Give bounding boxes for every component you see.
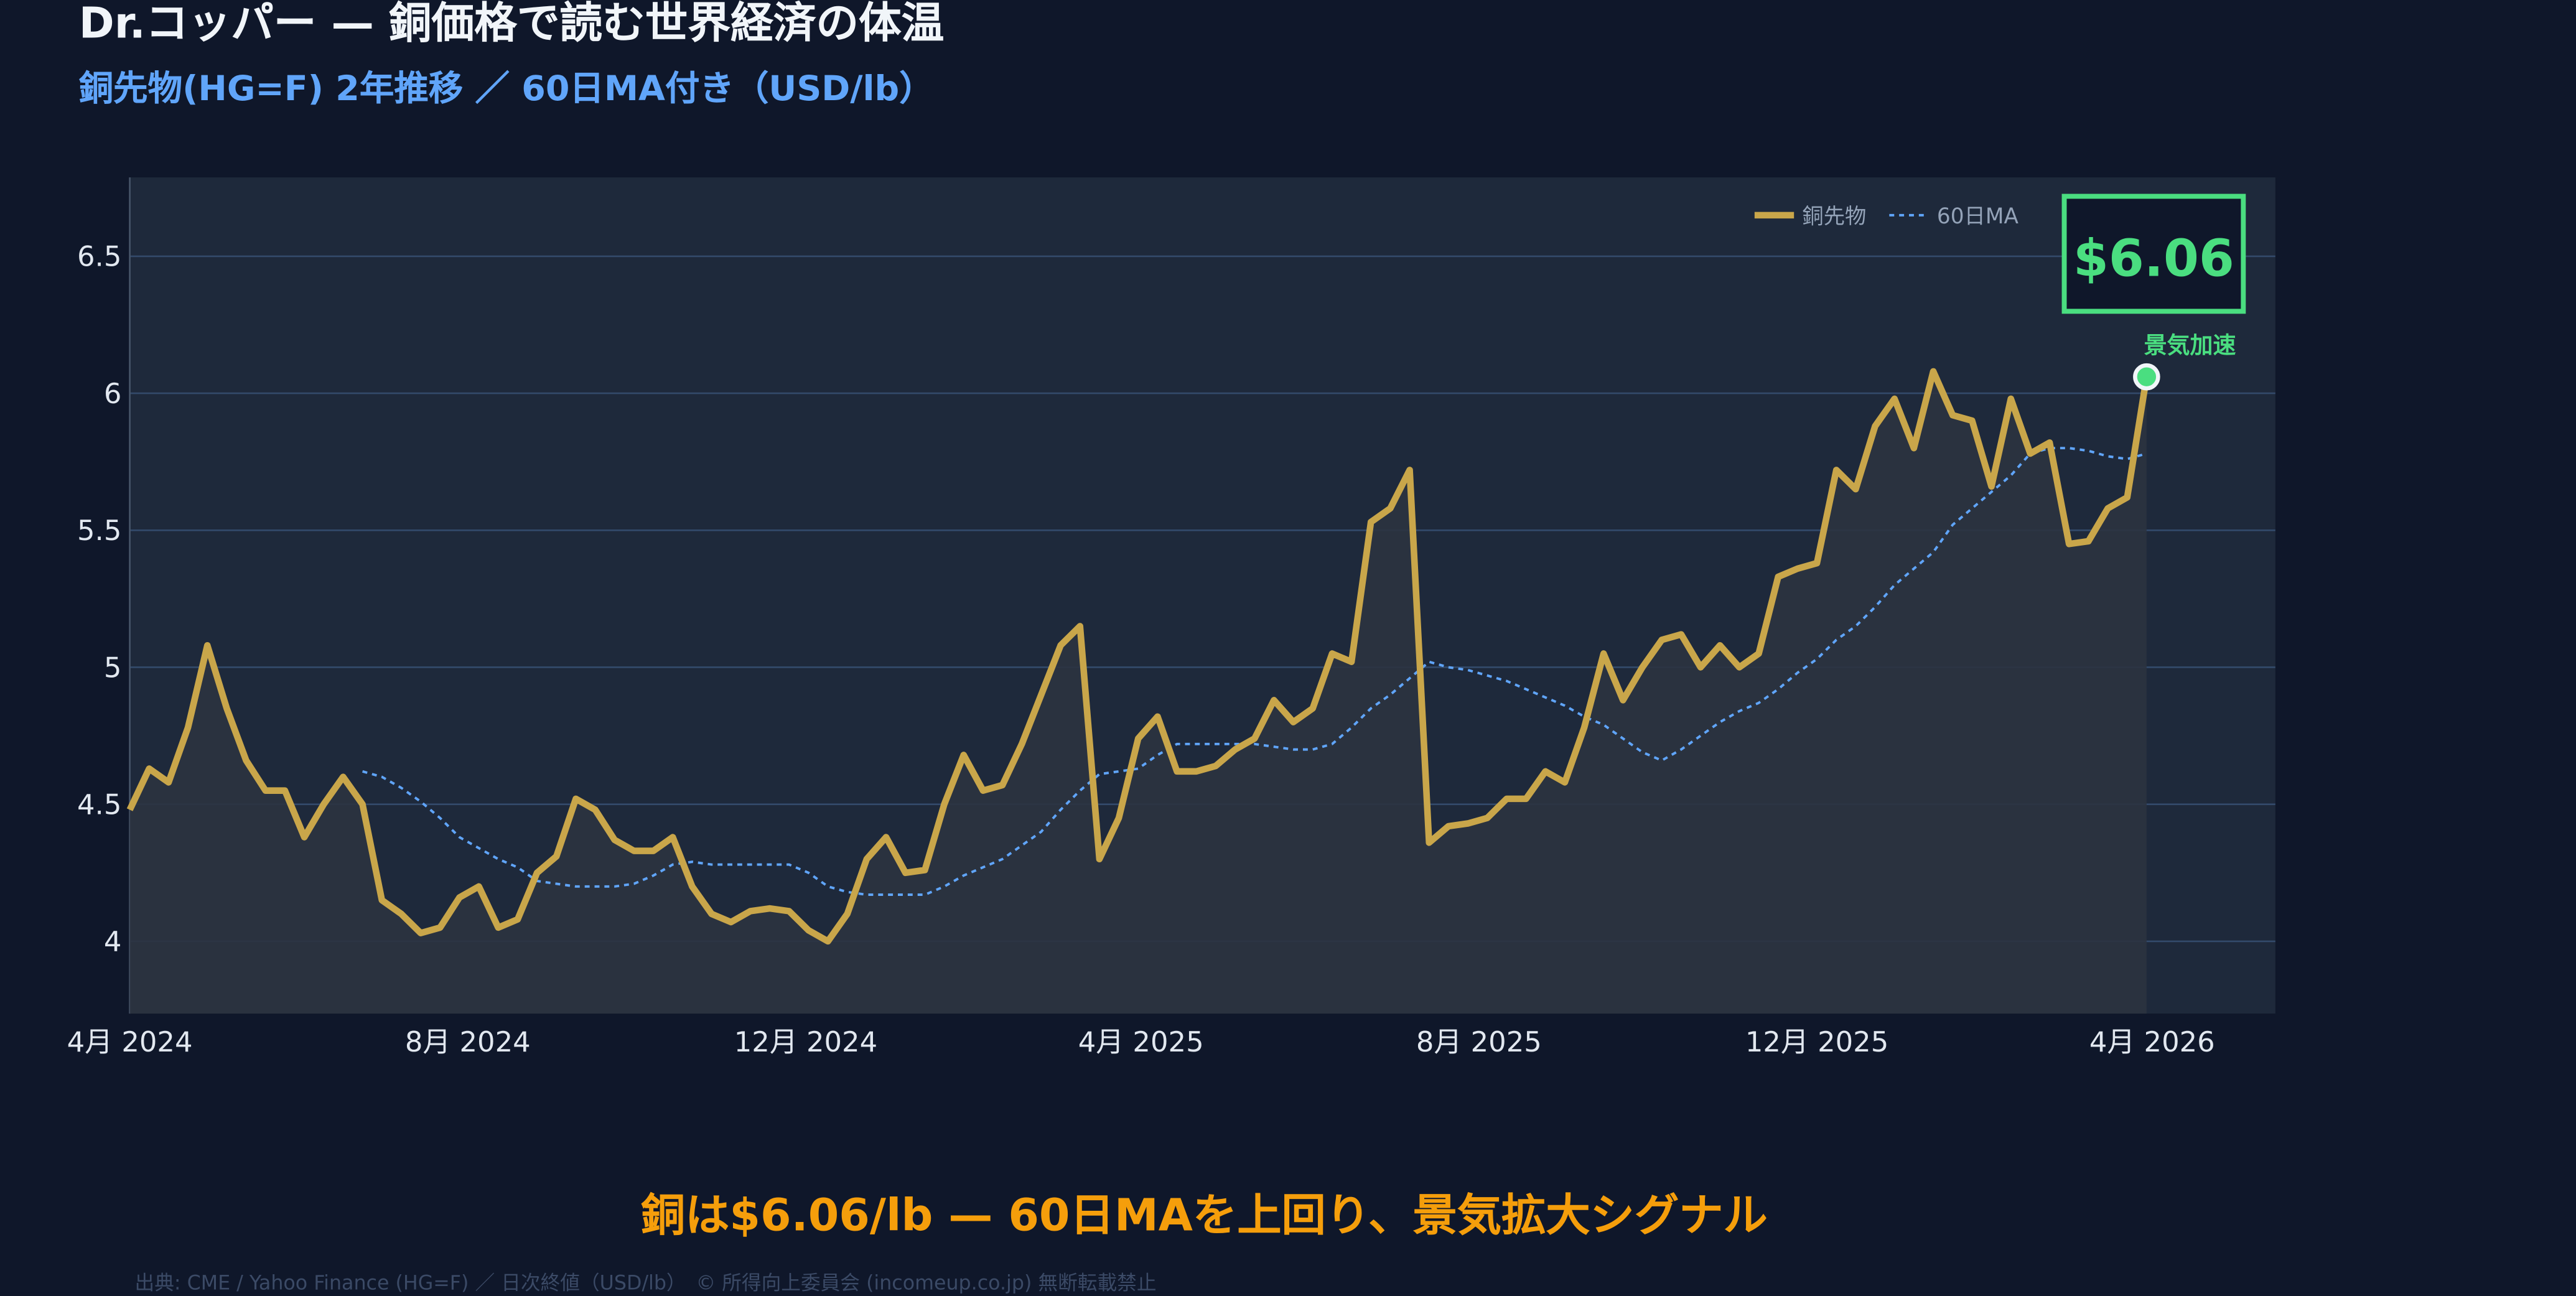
x-tick-label: 12月 2025 bbox=[1745, 1025, 1888, 1058]
y-tick-label: 6 bbox=[104, 377, 122, 410]
latest-price-value: $6.06 bbox=[2073, 230, 2234, 289]
x-tick-label: 4月 2024 bbox=[67, 1025, 193, 1058]
y-tick-label: 4.5 bbox=[77, 788, 121, 821]
page-title: Dr.コッパー — 銅価格で読む世界経済の体温 bbox=[78, 0, 945, 50]
y-tick-label: 5 bbox=[104, 651, 122, 684]
conclusion-text: 銅は$6.06/lb — 60日MAを上回り、景気拡大シグナル bbox=[640, 1191, 1768, 1242]
legend-copper-label: 銅先物 bbox=[1802, 204, 1866, 229]
y-tick-label: 5.5 bbox=[77, 514, 121, 547]
x-tick-label: 4月 2026 bbox=[2089, 1025, 2215, 1058]
source-footer: 出典: CME / Yahoo Finance (HG=F) ／ 日次終値（US… bbox=[134, 1271, 1157, 1295]
y-tick-label: 6.5 bbox=[77, 240, 121, 273]
legend-ma-label: 60日MA bbox=[1937, 204, 2019, 229]
copper-price-line bbox=[126, 368, 2150, 945]
latest-price-box bbox=[2061, 193, 2246, 314]
x-tick-label: 12月 2024 bbox=[734, 1025, 877, 1058]
latest-price-marker bbox=[2133, 363, 2160, 391]
x-tick-label: 4月 2025 bbox=[1078, 1025, 1204, 1058]
x-tick-label: 8月 2024 bbox=[405, 1025, 531, 1058]
marker-label: 景気加速 bbox=[2144, 332, 2236, 359]
y-tick-label: 4 bbox=[104, 925, 122, 958]
x-tick-label: 8月 2025 bbox=[1416, 1025, 1542, 1058]
ma-60-line bbox=[362, 447, 2147, 897]
page-subtitle: 銅先物(HG=F) 2年推移 ／ 60日MA付き（USD/lb） bbox=[78, 68, 934, 109]
